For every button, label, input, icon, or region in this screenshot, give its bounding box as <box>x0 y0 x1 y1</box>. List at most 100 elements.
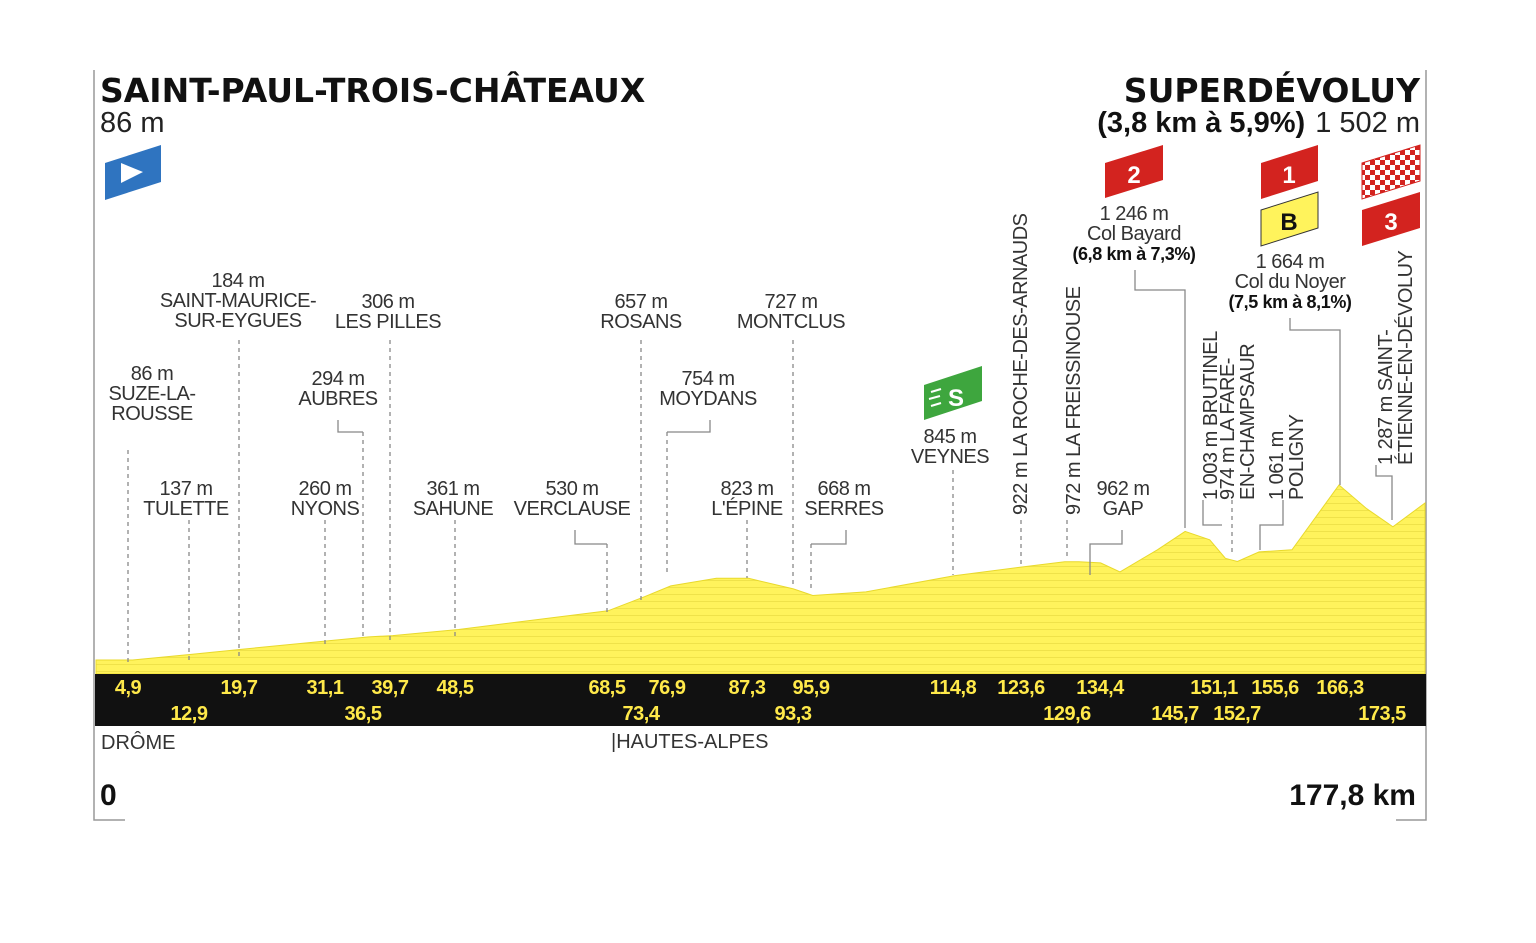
km-label-freissinouse: 129,6 <box>1043 703 1091 725</box>
passage-name: 1 061 m <box>1266 431 1288 500</box>
passage-name: SAINT-MAURICE- <box>160 290 316 312</box>
finish-subtitle: (3,8 km à 5,9%) 1 502 m <box>1097 107 1420 139</box>
km-label-montclus: 93,3 <box>775 703 812 725</box>
passage-name: 922 m LA ROCHE-DES-ARNAUDS <box>1010 213 1032 515</box>
km-label-rosans: 73,4 <box>623 703 661 725</box>
passage-roche: 922 m LA ROCHE-DES-ARNAUDS <box>1010 213 1032 515</box>
passage-name: LES PILLES <box>335 311 441 333</box>
km-label-saint-maurice: 19,7 <box>221 677 258 699</box>
passage-name: 1 003 m BRUTINEL <box>1200 331 1222 500</box>
leader-line <box>811 530 847 545</box>
passage-altitude: 530 m <box>545 478 598 500</box>
passage-altitude: 361 m <box>426 478 479 500</box>
passage-lepine: 823 mL'ÉPINE <box>711 478 783 520</box>
km-labels: 4,9 12,9 19,7 31,136,5 39,7 48,5 68,5 73,4 76,9 8… <box>115 677 1407 725</box>
start-distance: 0 <box>100 779 117 812</box>
km-label-moydans: 76,9 <box>649 677 686 699</box>
passage-name: VERCLAUSE <box>514 498 631 520</box>
passage-altitude: 845 m <box>923 426 976 448</box>
passage-altitude: 306 m <box>361 291 414 313</box>
frame <box>93 70 1427 821</box>
passage-name: L'ÉPINE <box>711 497 783 520</box>
passage-freissinouse: 972 m LA FREISSINOUSE <box>1063 286 1085 515</box>
passage-altitude: 137 m <box>159 478 212 500</box>
km-label-col-noyer: 166,3 <box>1316 677 1364 699</box>
km-label-lepine: 87,3 <box>729 677 766 699</box>
passage-name: TULETTE <box>143 498 229 520</box>
passage-altitude: 260 m <box>298 478 351 500</box>
checkered-finish-flag-icon <box>1361 144 1421 200</box>
km-label-brutinel: 151,1 <box>1190 677 1238 699</box>
category-2-climb-icon: 2 <box>1105 145 1163 198</box>
cat2-badge-text: 2 <box>1127 162 1140 189</box>
passage-name: GAP <box>1103 498 1144 520</box>
passage-altitude: 184 m <box>211 270 264 292</box>
passage-name: Col Bayard <box>1087 223 1181 245</box>
bonus-b-icon: B <box>1260 191 1319 247</box>
passage-name: 1 287 m SAINT- <box>1375 330 1397 465</box>
passage-altitude: 294 m <box>311 368 364 390</box>
leader-line <box>667 420 711 433</box>
leader-line <box>1134 270 1186 528</box>
km-label-saint-etienne: 173,5 <box>1358 703 1406 725</box>
passage-altitude: 668 m <box>817 478 870 500</box>
cat1-badge-text: 1 <box>1282 162 1295 189</box>
sprint-icon: S <box>924 366 982 420</box>
passage-altitude: 657 m <box>614 291 667 313</box>
passage-altitude: 86 m <box>131 363 173 385</box>
category-3-climb-icon: 3 <box>1362 192 1420 246</box>
passage-name: SUZE-LA- <box>108 383 195 405</box>
passage-brutinel: 1 003 m BRUTINEL <box>1200 331 1222 500</box>
passage-altitude: 962 m <box>1096 478 1149 500</box>
km-label-gap: 134,4 <box>1076 677 1125 699</box>
km-label-roche: 123,6 <box>997 677 1045 699</box>
passage-name: ROUSSE <box>111 403 193 425</box>
km-label-poligny: 155,6 <box>1251 677 1299 699</box>
km-label-sahune: 48,5 <box>437 677 474 699</box>
passage-saint-etienne: 1 287 m SAINT-ÉTIENNE-EN-DÉVOLUY <box>1375 250 1417 465</box>
leader-line <box>574 530 607 545</box>
passage-name: VEYNES <box>911 446 989 468</box>
leader-line <box>1259 500 1284 550</box>
finish-altitude: 1 502 m <box>1315 107 1420 139</box>
km-label-aubres: 36,5 <box>345 703 382 725</box>
passage-name: SERRES <box>804 498 883 520</box>
km-label-veynes: 114,8 <box>930 677 977 699</box>
passage-name: POLIGNY <box>1286 414 1308 500</box>
elevation-profile-area <box>95 484 1426 675</box>
passage-name: 972 m LA FREISSINOUSE <box>1063 286 1085 515</box>
finish-climb: (3,8 km à 5,9%) <box>1097 107 1305 139</box>
passage-altitude: 727 m <box>764 291 817 313</box>
climb-gradient: (6,8 km à 7,3%) <box>1072 244 1195 264</box>
km-label-serres: 95,9 <box>793 677 830 699</box>
start-town: SAINT-PAUL-TROIS-CHÂTEAUX <box>100 70 645 110</box>
km-label-suze: 4,9 <box>115 677 142 699</box>
leader-line <box>337 420 363 433</box>
leader-line <box>1375 465 1393 520</box>
km-label-fare: 152,7 <box>1213 703 1261 725</box>
leader-line <box>1089 530 1123 575</box>
passage-fare: 974 m LA FARE-EN-CHAMPSAUR <box>1217 344 1259 500</box>
passage-name: MONTCLUS <box>737 311 845 333</box>
climb-gradient: (7,5 km à 8,1%) <box>1228 292 1351 312</box>
passage-name: NYONS <box>291 498 360 520</box>
finish-town: SUPERDÉVOLUY <box>1124 70 1421 110</box>
passage-name: EN-CHAMPSAUR <box>1237 344 1259 500</box>
leader-lines <box>127 270 1393 662</box>
cat3-badge-text: 3 <box>1384 209 1397 236</box>
department-drome: DRÔME <box>101 731 175 754</box>
km-label-nyons: 31,1 <box>307 677 344 699</box>
